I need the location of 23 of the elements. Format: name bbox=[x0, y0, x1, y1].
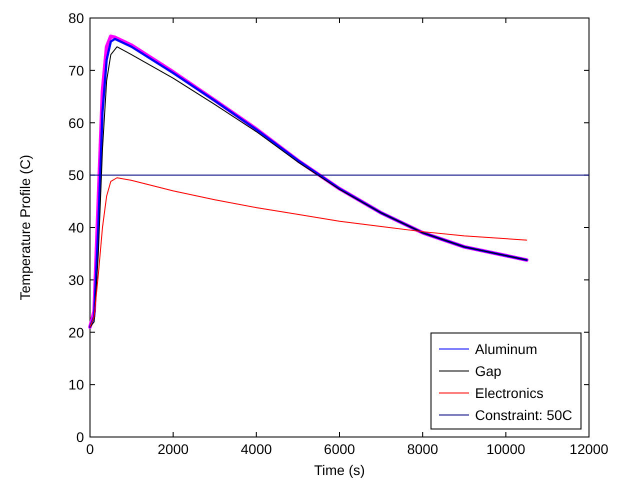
legend-label: Aluminum bbox=[475, 341, 538, 357]
x-tick-label: 10000 bbox=[486, 441, 526, 457]
line-series bbox=[90, 177, 528, 328]
x-tick-label: 8000 bbox=[407, 441, 438, 457]
y-axis-title: Temperature Profile (C) bbox=[17, 154, 33, 300]
x-tick-label: 6000 bbox=[324, 441, 356, 457]
legend-label: Electronics bbox=[475, 385, 544, 401]
y-tick-label: 10 bbox=[68, 376, 84, 393]
y-tick-label: 50 bbox=[68, 167, 84, 184]
y-tick-label: 0 bbox=[76, 429, 84, 445]
legend-label: Constraint: 50C bbox=[475, 407, 572, 423]
y-tick-label: 20 bbox=[68, 324, 84, 340]
x-tick-label: 2000 bbox=[158, 441, 189, 457]
y-tick-label: 80 bbox=[68, 10, 84, 26]
y-tick-label: 60 bbox=[68, 114, 84, 131]
legend-label: Gap bbox=[475, 363, 502, 379]
y-tick-label: 30 bbox=[68, 272, 84, 288]
x-axis-title: Time (s) bbox=[314, 462, 365, 478]
x-tick-label: 12000 bbox=[570, 441, 609, 457]
x-tick-label: 0 bbox=[86, 441, 94, 457]
x-tick-label: 4000 bbox=[240, 441, 272, 457]
y-tick-label: 40 bbox=[68, 220, 84, 236]
y-tick-label: 70 bbox=[68, 62, 84, 78]
